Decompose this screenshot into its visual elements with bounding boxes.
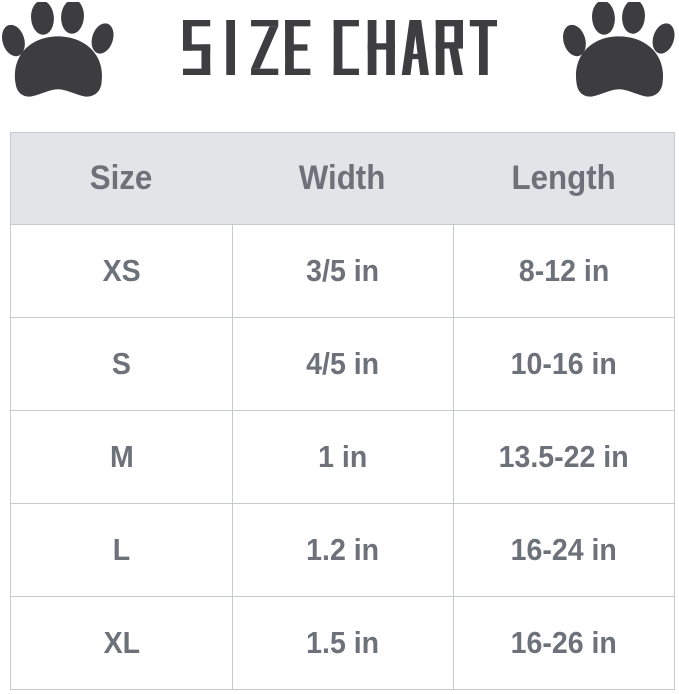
paw-icon [563,2,675,97]
table-header-row: Size Width Length [11,133,674,224]
width-value: 1.5 in [306,625,380,660]
size-value: XL [103,625,140,660]
length-value: 16-26 in [510,625,618,660]
size-cell: XS [11,225,232,317]
width-value: 1.2 in [306,532,380,567]
width-cell: 1 in [232,411,453,503]
size-value: XS [102,253,141,288]
size-cell: M [11,411,232,503]
width-value: 3/5 in [306,253,380,288]
length-value: 10-16 in [510,346,618,381]
length-cell: 8-12 in [453,225,674,317]
column-header-size-label: Size [90,159,153,197]
page-title: SIZE CHART [0,0,1,1]
column-header-size: Size [11,133,232,224]
table-row-xl: XL 1.5 in 16-26 in [11,596,674,689]
size-table: Size Width Length XS 3/5 in 8-12 in S [10,132,675,690]
width-cell: 1.5 in [232,597,453,689]
table-row-s: S 4/5 in 10-16 in [11,317,674,410]
width-cell: 4/5 in [232,318,453,410]
length-value: 8-12 in [518,253,610,288]
table-row-xs: XS 3/5 in 8-12 in [11,224,674,317]
size-value: M [109,439,134,474]
size-chart-title [182,20,497,75]
column-header-length: Length [453,133,674,224]
size-cell: S [11,318,232,410]
table-row-m: M 1 in 13.5-22 in [11,410,674,503]
column-header-width: Width [232,133,453,224]
length-cell: 16-24 in [453,504,674,596]
length-cell: 13.5-22 in [453,411,674,503]
width-cell: 1.2 in [232,504,453,596]
size-cell: L [11,504,232,596]
length-cell: 10-16 in [453,318,674,410]
width-cell: 3/5 in [232,225,453,317]
length-cell: 16-26 in [453,597,674,689]
table-row-l: L 1.2 in 16-24 in [11,503,674,596]
width-value: 1 in [318,439,368,474]
length-value: 16-24 in [510,532,618,567]
length-value: 13.5-22 in [498,439,630,474]
size-value: S [111,346,132,381]
paw-icon [2,2,114,97]
size-value: L [112,532,131,567]
size-cell: XL [11,597,232,689]
column-header-length-label: Length [511,159,616,197]
width-value: 4/5 in [306,346,380,381]
column-header-width-label: Width [299,159,386,197]
banner: SIZE CHART [0,0,679,132]
